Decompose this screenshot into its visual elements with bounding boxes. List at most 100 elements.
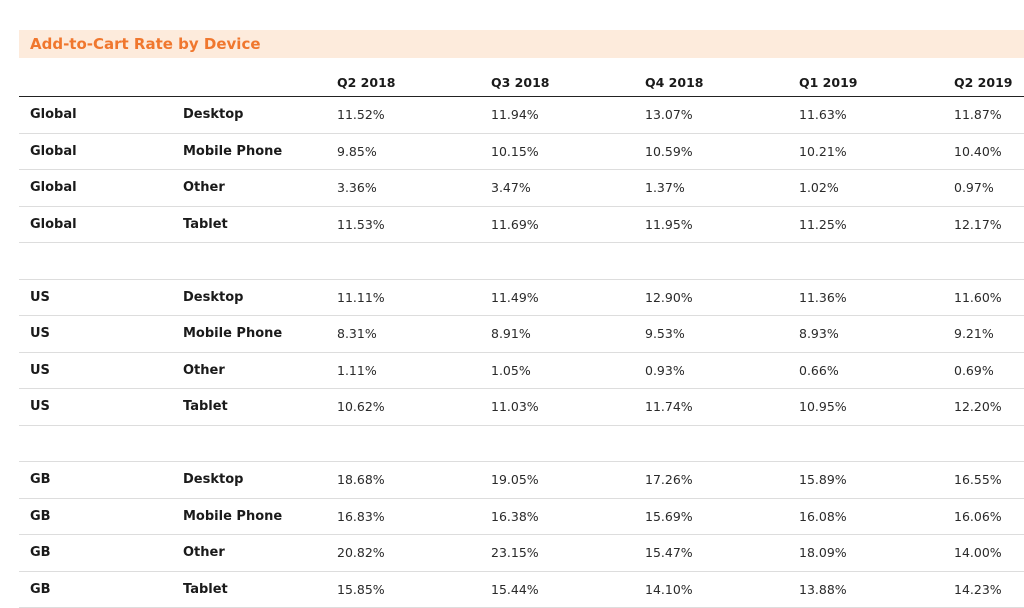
value-cell: 15.44% xyxy=(491,572,539,608)
value-cell: 23.15% xyxy=(491,535,539,571)
device-cell: Tablet xyxy=(183,572,228,608)
value-cell: 11.63% xyxy=(799,97,847,133)
device-cell: Other xyxy=(183,535,225,571)
device-cell: Mobile Phone xyxy=(183,316,282,352)
value-cell: 11.25% xyxy=(799,207,847,243)
device-cell: Other xyxy=(183,353,225,389)
value-cell: 3.36% xyxy=(337,170,377,206)
region-cell: GB xyxy=(30,499,51,535)
value-cell: 11.49% xyxy=(491,280,539,316)
device-cell: Desktop xyxy=(183,97,243,133)
value-cell: 11.11% xyxy=(337,280,385,316)
table-row: US Other 1.11% 1.05% 0.93% 0.66% 0.69% xyxy=(19,353,1024,390)
value-cell: 18.68% xyxy=(337,462,385,498)
value-cell: 9.85% xyxy=(337,134,377,170)
value-cell: 8.93% xyxy=(799,316,839,352)
column-header-q2-2019: Q2 2019 xyxy=(954,68,1012,96)
value-cell: 10.95% xyxy=(799,389,847,425)
table-row: Global Other 3.36% 3.47% 1.37% 1.02% 0.97% xyxy=(19,170,1024,207)
value-cell: 11.60% xyxy=(954,280,1002,316)
value-cell: 11.69% xyxy=(491,207,539,243)
value-cell: 15.69% xyxy=(645,499,693,535)
table-header: Q2 2018 Q3 2018 Q4 2018 Q1 2019 Q2 2019 xyxy=(19,68,1024,97)
value-cell: 19.05% xyxy=(491,462,539,498)
value-cell: 11.74% xyxy=(645,389,693,425)
value-cell: 11.53% xyxy=(337,207,385,243)
value-cell: 8.91% xyxy=(491,316,531,352)
value-cell: 0.66% xyxy=(799,353,839,389)
device-cell: Tablet xyxy=(183,389,228,425)
value-cell: 14.23% xyxy=(954,572,1002,608)
table-row: Global Mobile Phone 9.85% 10.15% 10.59% 10.21… xyxy=(19,134,1024,171)
value-cell: 15.89% xyxy=(799,462,847,498)
region-cell: GB xyxy=(30,462,51,498)
value-cell: 12.17% xyxy=(954,207,1002,243)
value-cell: 11.03% xyxy=(491,389,539,425)
title-banner: Add-to-Cart Rate by Device xyxy=(19,30,1024,58)
value-cell: 13.88% xyxy=(799,572,847,608)
table-row: GB Desktop 18.68% 19.05% 17.26% 15.89% 16.55% xyxy=(19,462,1024,499)
data-table: Q2 2018 Q3 2018 Q4 2018 Q1 2019 Q2 2019 … xyxy=(19,68,1024,608)
value-cell: 13.07% xyxy=(645,97,693,133)
value-cell: 9.53% xyxy=(645,316,685,352)
column-header-q4-2018: Q4 2018 xyxy=(645,68,703,96)
table-row: US Desktop 11.11% 11.49% 12.90% 11.36% 11.60% xyxy=(19,280,1024,317)
value-cell: 0.97% xyxy=(954,170,994,206)
value-cell: 12.90% xyxy=(645,280,693,316)
group-separator xyxy=(19,426,1024,463)
device-cell: Desktop xyxy=(183,280,243,316)
region-cell: US xyxy=(30,316,50,352)
value-cell: 11.87% xyxy=(954,97,1002,133)
value-cell: 11.94% xyxy=(491,97,539,133)
value-cell: 1.37% xyxy=(645,170,685,206)
value-cell: 11.36% xyxy=(799,280,847,316)
value-cell: 17.26% xyxy=(645,462,693,498)
table-row: Global Desktop 11.52% 11.94% 13.07% 11.63% 11.… xyxy=(19,97,1024,134)
value-cell: 14.00% xyxy=(954,535,1002,571)
page-title: Add-to-Cart Rate by Device xyxy=(30,35,261,53)
region-cell: Global xyxy=(30,134,77,170)
region-cell: Global xyxy=(30,97,77,133)
device-cell: Desktop xyxy=(183,462,243,498)
value-cell: 10.15% xyxy=(491,134,539,170)
value-cell: 15.47% xyxy=(645,535,693,571)
region-cell: GB xyxy=(30,535,51,571)
value-cell: 16.38% xyxy=(491,499,539,535)
region-cell: US xyxy=(30,280,50,316)
value-cell: 8.31% xyxy=(337,316,377,352)
value-cell: 16.55% xyxy=(954,462,1002,498)
value-cell: 1.02% xyxy=(799,170,839,206)
value-cell: 9.21% xyxy=(954,316,994,352)
value-cell: 1.11% xyxy=(337,353,377,389)
column-header-q1-2019: Q1 2019 xyxy=(799,68,857,96)
region-cell: US xyxy=(30,353,50,389)
column-header-q3-2018: Q3 2018 xyxy=(491,68,549,96)
value-cell: 11.95% xyxy=(645,207,693,243)
device-cell: Other xyxy=(183,170,225,206)
value-cell: 11.52% xyxy=(337,97,385,133)
value-cell: 1.05% xyxy=(491,353,531,389)
value-cell: 0.93% xyxy=(645,353,685,389)
value-cell: 10.59% xyxy=(645,134,693,170)
group-separator xyxy=(19,243,1024,280)
column-header-q2-2018: Q2 2018 xyxy=(337,68,395,96)
value-cell: 20.82% xyxy=(337,535,385,571)
value-cell: 3.47% xyxy=(491,170,531,206)
device-cell: Mobile Phone xyxy=(183,134,282,170)
value-cell: 10.62% xyxy=(337,389,385,425)
value-cell: 10.40% xyxy=(954,134,1002,170)
device-cell: Tablet xyxy=(183,207,228,243)
region-cell: Global xyxy=(30,170,77,206)
value-cell: 16.06% xyxy=(954,499,1002,535)
value-cell: 0.69% xyxy=(954,353,994,389)
value-cell: 18.09% xyxy=(799,535,847,571)
table-body: Global Desktop 11.52% 11.94% 13.07% 11.63% 11.… xyxy=(19,97,1024,608)
region-cell: GB xyxy=(30,572,51,608)
value-cell: 10.21% xyxy=(799,134,847,170)
value-cell: 12.20% xyxy=(954,389,1002,425)
table-row: GB Other 20.82% 23.15% 15.47% 18.09% 14.00% xyxy=(19,535,1024,572)
value-cell: 16.08% xyxy=(799,499,847,535)
